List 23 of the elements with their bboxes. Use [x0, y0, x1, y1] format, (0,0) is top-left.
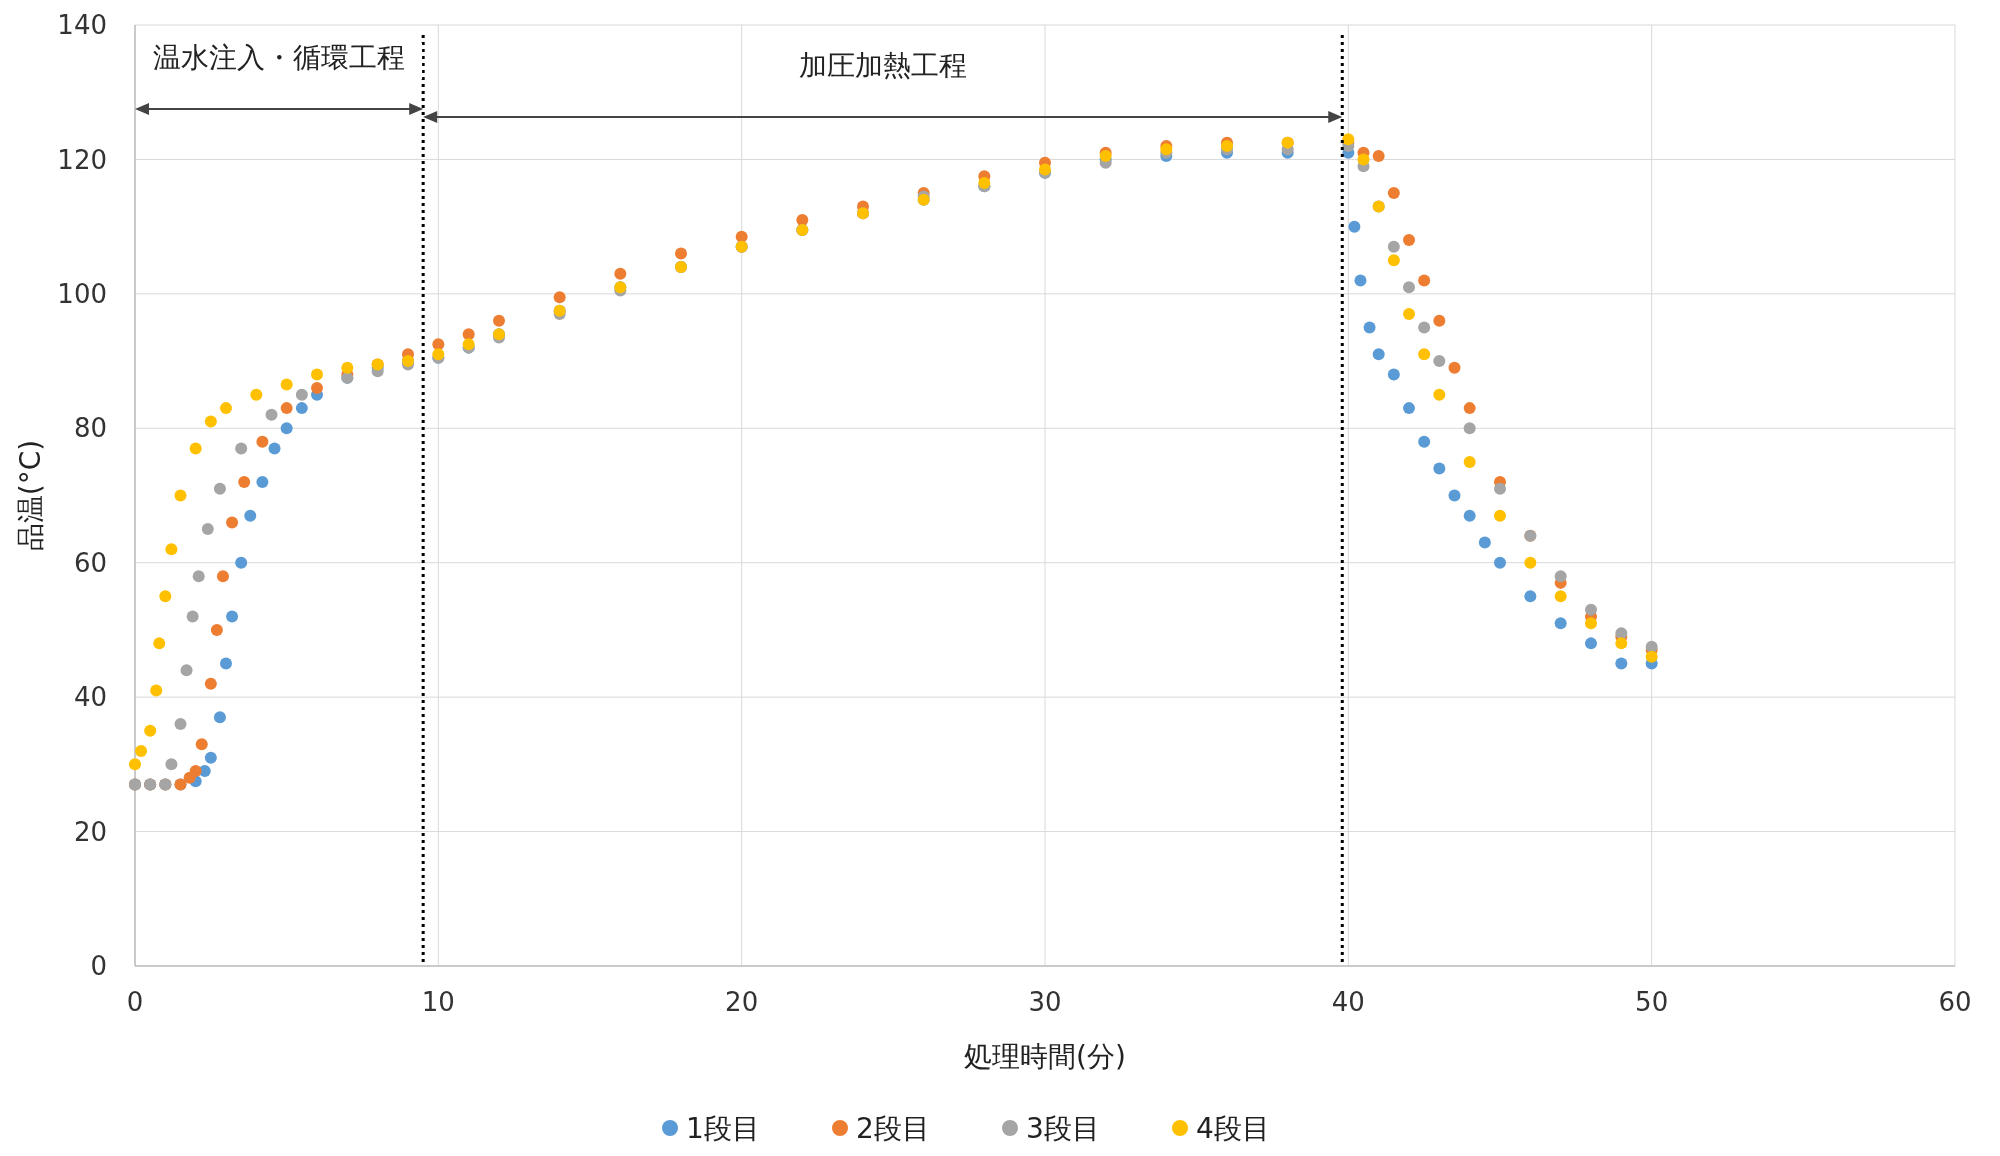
legend-label: 2段目	[856, 1111, 930, 1145]
x-tick-label: 0	[126, 987, 144, 1017]
y-tick-label: 120	[57, 144, 107, 175]
x-tick-label: 60	[1938, 987, 1972, 1017]
x-axis-title: 処理時間(分)	[964, 1040, 1126, 1073]
x-tick-label: 10	[421, 987, 455, 1017]
y-tick-label: 140	[57, 10, 107, 41]
y-tick-label: 20	[73, 816, 107, 847]
legend-label: 3段目	[1026, 1111, 1100, 1145]
y-tick-label: 40	[73, 682, 107, 713]
x-tick-label: 40	[1331, 987, 1365, 1017]
y-axis-title: 品温(°C)	[14, 439, 47, 552]
y-tick-label: 0	[90, 951, 107, 982]
x-tick-label: 50	[1635, 987, 1669, 1017]
y-tick-label: 80	[73, 413, 107, 444]
annotation: 温水注入・循環工程	[153, 41, 406, 74]
legend-label: 4段目	[1196, 1111, 1270, 1145]
y-tick-label: 100	[57, 278, 107, 309]
x-tick-label: 20	[725, 987, 759, 1017]
x-tick-label: 30	[1028, 987, 1062, 1017]
y-tick-label: 60	[73, 547, 107, 578]
legend-label: 1段目	[686, 1111, 760, 1145]
annotation: 加圧加熱工程	[798, 49, 967, 82]
